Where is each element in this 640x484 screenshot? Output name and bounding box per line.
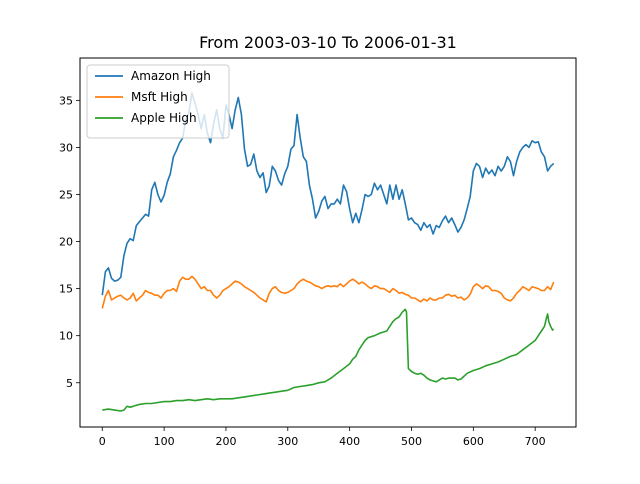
y-tick-label: 20 [59,236,73,249]
y-tick-label: 25 [59,188,73,201]
series-group [101,92,555,412]
x-tick-label: 0 [99,435,106,448]
y-tick-label: 15 [59,283,73,296]
x-axis: 0 100 200 300 400 500 600 700 [99,427,546,448]
y-tick-label: 30 [59,141,73,154]
x-tick-label: 100 [154,435,175,448]
x-tick-label: 300 [277,435,298,448]
legend-label: Msft High [131,90,188,104]
chart-title: From 2003-03-10 To 2006-01-31 [199,33,457,52]
legend: Amazon High Msft High Apple High [86,64,230,139]
series-line-msft-high [101,275,555,309]
series-line-amazon-high [101,92,555,296]
x-tick-label: 200 [215,435,236,448]
x-tick-label: 400 [339,435,360,448]
x-tick-label: 600 [463,435,484,448]
legend-label: Apple High [131,111,197,125]
y-tick-label: 10 [59,330,73,343]
legend-label: Amazon High [131,69,211,83]
y-tick-label: 5 [66,377,73,390]
plot-area [79,57,577,428]
x-tick-label: 700 [525,435,546,448]
legend-box [86,64,230,139]
y-tick-label: 35 [59,94,73,107]
series-line-apple-high [102,308,555,412]
y-axis: 5 10 15 20 25 30 35 [59,94,80,390]
x-tick-label: 500 [401,435,422,448]
